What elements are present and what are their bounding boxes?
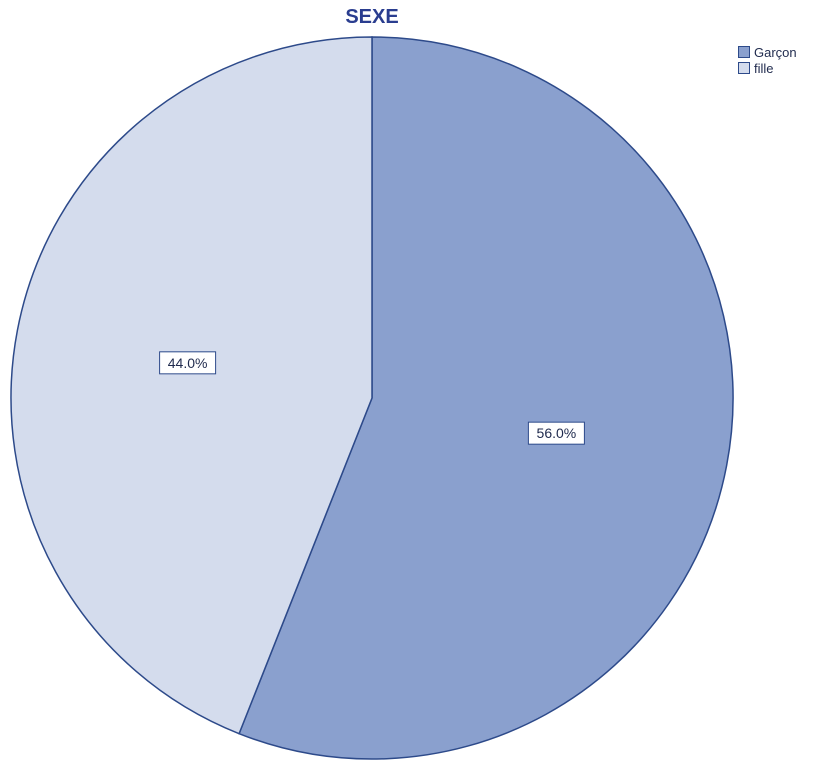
legend-item-garcon: Garçon xyxy=(738,44,797,60)
legend-item-fille: fille xyxy=(738,60,797,76)
slice-label-text: 44.0% xyxy=(168,355,208,371)
legend-label-garcon: Garçon xyxy=(754,44,797,60)
legend: Garçon fille xyxy=(738,44,797,76)
legend-swatch-fille xyxy=(738,62,750,74)
legend-swatch-garcon xyxy=(738,46,750,58)
slice-label-box xyxy=(159,351,217,375)
chart-title: SEXE xyxy=(345,6,399,28)
slice-label-box xyxy=(527,421,585,445)
pie-slice-fille xyxy=(10,36,373,735)
slice-label-fille: 44.0% xyxy=(159,351,217,375)
pie-slice-garcon xyxy=(238,36,734,760)
slice-label-garcon: 56.0% xyxy=(527,421,585,445)
slice-label-text: 56.0% xyxy=(537,425,577,441)
legend-label-fille: fille xyxy=(754,60,774,76)
